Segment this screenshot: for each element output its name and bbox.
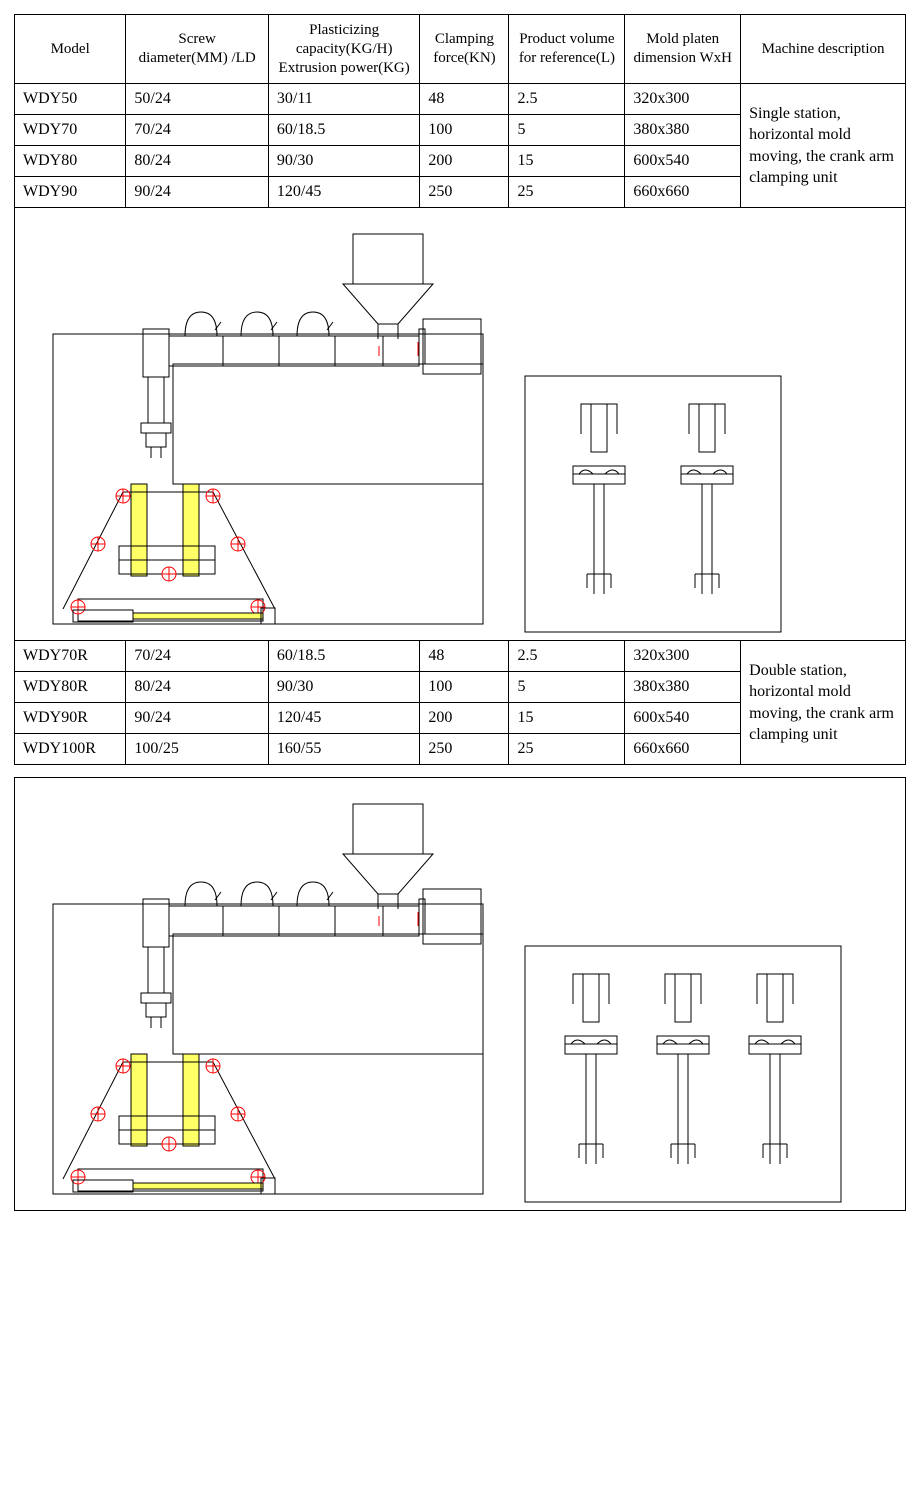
description-cell: Single station, horizontal mold moving, …: [741, 84, 906, 208]
table-cell: 15: [509, 703, 625, 734]
table-cell: WDY70: [15, 115, 126, 146]
table-cell: WDY80: [15, 146, 126, 177]
table-cell: 100: [420, 672, 509, 703]
table-cell: WDY80R: [15, 672, 126, 703]
diagram-row: [15, 208, 906, 641]
table-row: WDY5050/2430/11482.5320x300Single statio…: [15, 84, 906, 115]
col-header: Product volume for reference(L): [509, 15, 625, 84]
table-cell: 600x540: [625, 146, 741, 177]
table-cell: 250: [420, 177, 509, 208]
table-cell: WDY50: [15, 84, 126, 115]
table-cell: 320x300: [625, 641, 741, 672]
col-header: Model: [15, 15, 126, 84]
table-cell: 100: [420, 115, 509, 146]
table-cell: 90/30: [268, 146, 419, 177]
col-header: Plasticizing capacity(KG/H) Extrusion po…: [268, 15, 419, 84]
table-cell: 30/11: [268, 84, 419, 115]
table-cell: 25: [509, 177, 625, 208]
station-panel-diagram: [523, 944, 843, 1204]
col-header: Mold platen dimension WxH: [625, 15, 741, 84]
table-cell: 80/24: [126, 672, 269, 703]
table-cell: 200: [420, 703, 509, 734]
table-cell: WDY70R: [15, 641, 126, 672]
col-header: Machine description: [741, 15, 906, 84]
diagram-row: [15, 778, 906, 1211]
table-cell: 48: [420, 641, 509, 672]
table-cell: 660x660: [625, 177, 741, 208]
table-cell: 5: [509, 115, 625, 146]
diagram-single-station: [23, 214, 897, 634]
table-cell: 200: [420, 146, 509, 177]
table-cell: 15: [509, 146, 625, 177]
table-cell: 60/18.5: [268, 115, 419, 146]
table-cell: 60/18.5: [268, 641, 419, 672]
table-cell: 90/30: [268, 672, 419, 703]
table-cell: 160/55: [268, 734, 419, 765]
col-header: Clamping force(KN): [420, 15, 509, 84]
table-cell: 380x380: [625, 115, 741, 146]
machine-diagram: [23, 214, 503, 634]
diagram-box-2: [14, 777, 906, 1211]
table-cell: 90/24: [126, 177, 269, 208]
table-cell: WDY90R: [15, 703, 126, 734]
table-cell: 70/24: [126, 641, 269, 672]
table-cell: 2.5: [509, 84, 625, 115]
table-cell: 660x660: [625, 734, 741, 765]
spec-table-1: Model Screw diameter(MM) /LD Plasticizin…: [14, 14, 906, 765]
table-cell: 250: [420, 734, 509, 765]
table-row: WDY70R70/2460/18.5482.5320x300Double sta…: [15, 641, 906, 672]
table-cell: 80/24: [126, 146, 269, 177]
table-cell: 320x300: [625, 84, 741, 115]
table-cell: 90/24: [126, 703, 269, 734]
description-cell: Double station, horizontal mold moving, …: [741, 641, 906, 765]
table-cell: 120/45: [268, 703, 419, 734]
table-cell: 2.5: [509, 641, 625, 672]
table-cell: 48: [420, 84, 509, 115]
table-cell: WDY90: [15, 177, 126, 208]
header-row: Model Screw diameter(MM) /LD Plasticizin…: [15, 15, 906, 84]
table-cell: 380x380: [625, 672, 741, 703]
table-cell: 100/25: [126, 734, 269, 765]
machine-diagram: [23, 784, 503, 1204]
table-cell: 70/24: [126, 115, 269, 146]
diagram-double-station: [23, 784, 897, 1204]
table-cell: 5: [509, 672, 625, 703]
table-cell: 600x540: [625, 703, 741, 734]
table-cell: WDY100R: [15, 734, 126, 765]
table-cell: 25: [509, 734, 625, 765]
station-panel-diagram: [523, 374, 783, 634]
table-cell: 50/24: [126, 84, 269, 115]
table-cell: 120/45: [268, 177, 419, 208]
col-header: Screw diameter(MM) /LD: [126, 15, 269, 84]
